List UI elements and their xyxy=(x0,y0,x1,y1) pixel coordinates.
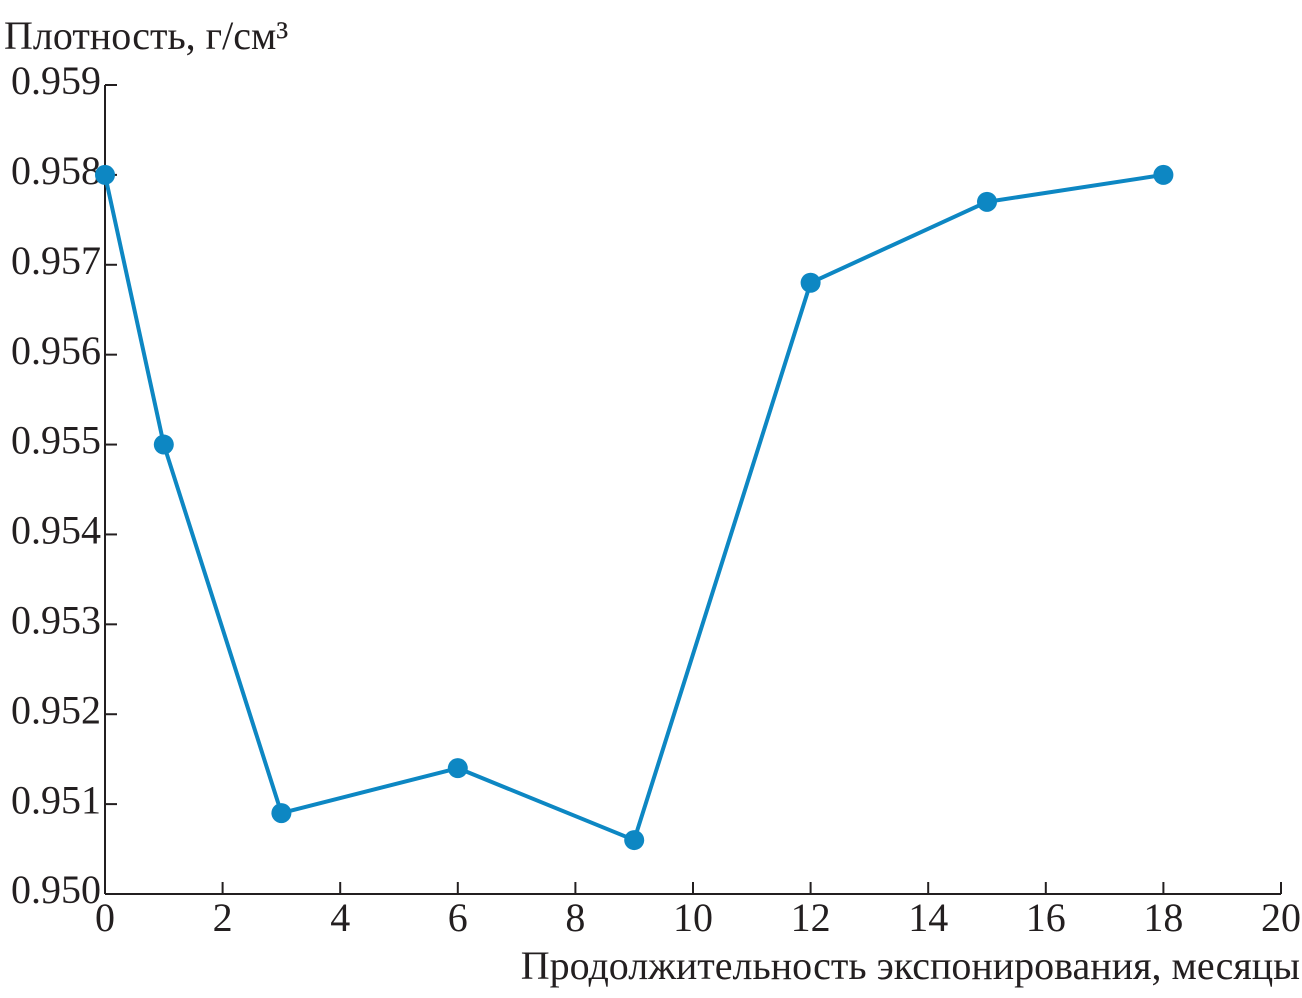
data-point xyxy=(271,803,292,824)
x-tick-label: 14 xyxy=(908,895,948,940)
y-tick-label: 0.955 xyxy=(11,418,101,463)
x-tick-label: 10 xyxy=(673,895,713,940)
y-tick-label: 0.950 xyxy=(11,867,101,912)
y-tick-label: 0.957 xyxy=(11,238,101,283)
data-point xyxy=(95,164,115,185)
data-point xyxy=(153,434,174,455)
x-tick-label: 0 xyxy=(95,895,115,940)
x-tick-label: 4 xyxy=(330,895,350,940)
x-tick-label: 8 xyxy=(565,895,585,940)
y-tick-label: 0.952 xyxy=(11,687,101,732)
data-point xyxy=(624,830,645,851)
y-tick-label: 0.951 xyxy=(11,777,101,822)
data-point xyxy=(447,758,468,779)
x-tick-label: 6 xyxy=(448,895,468,940)
x-tick-label: 2 xyxy=(213,895,233,940)
x-tick-label: 18 xyxy=(1143,895,1183,940)
y-axis-title: Плотность, г/см³ xyxy=(4,13,288,58)
y-tick-label: 0.959 xyxy=(11,58,101,103)
x-tick-label: 20 xyxy=(1261,895,1301,940)
data-point xyxy=(977,191,997,212)
data-point xyxy=(800,272,821,293)
y-tick-label: 0.956 xyxy=(11,328,101,373)
y-tick-label: 0.954 xyxy=(11,508,101,553)
x-tick-label: 16 xyxy=(1026,895,1066,940)
y-tick-label: 0.953 xyxy=(11,598,101,643)
data-line xyxy=(103,172,1164,843)
y-tick-label: 0.958 xyxy=(11,148,101,193)
x-tick-label: 12 xyxy=(791,895,831,940)
data-point xyxy=(1153,164,1174,185)
x-axis-title: Продолжительность экспонирования, месяцы xyxy=(521,943,1300,988)
